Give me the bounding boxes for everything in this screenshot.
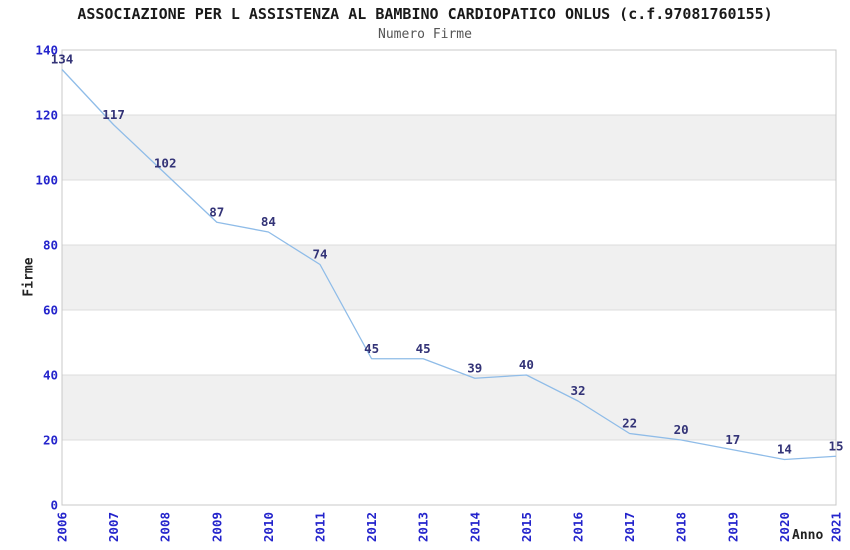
y-tick-label: 120 bbox=[35, 108, 58, 123]
x-tick-label: 2012 bbox=[364, 512, 379, 542]
data-point-label: 40 bbox=[519, 357, 534, 372]
data-point-label: 14 bbox=[777, 442, 792, 457]
data-point-label: 45 bbox=[416, 341, 431, 356]
x-tick-label: 2006 bbox=[55, 512, 70, 542]
x-tick-label: 2021 bbox=[829, 512, 844, 542]
x-tick-label: 2009 bbox=[209, 512, 224, 542]
y-tick-label: 80 bbox=[43, 238, 58, 253]
x-tick-label: 2015 bbox=[519, 512, 534, 542]
x-tick-label: 2020 bbox=[777, 512, 792, 542]
x-tick-label: 2010 bbox=[261, 512, 276, 542]
x-tick-label: 2013 bbox=[416, 512, 431, 542]
data-point-label: 22 bbox=[622, 416, 637, 431]
grid-band bbox=[62, 375, 836, 440]
x-tick-label: 2016 bbox=[571, 512, 586, 542]
x-tick-label: 2018 bbox=[674, 512, 689, 542]
data-point-label: 17 bbox=[725, 432, 740, 447]
data-point-label: 32 bbox=[570, 383, 585, 398]
x-tick-label: 2019 bbox=[725, 512, 740, 542]
y-tick-label: 0 bbox=[50, 498, 58, 513]
data-point-label: 39 bbox=[467, 360, 482, 375]
x-axis-title: Anno bbox=[792, 528, 824, 543]
data-point-label: 87 bbox=[209, 204, 224, 219]
data-point-label: 45 bbox=[364, 341, 379, 356]
chart-subtitle: Numero Firme bbox=[378, 27, 472, 42]
y-tick-label: 20 bbox=[43, 433, 58, 448]
y-tick-label: 140 bbox=[35, 43, 58, 58]
plot-border bbox=[61, 49, 837, 506]
grid-band bbox=[62, 245, 836, 310]
x-tick-label: 2017 bbox=[622, 512, 637, 542]
data-point-label: 134 bbox=[51, 52, 74, 67]
data-point-label: 20 bbox=[674, 422, 689, 437]
x-tick-label: 2007 bbox=[106, 512, 121, 542]
grid-band bbox=[62, 115, 836, 180]
y-tick-label: 40 bbox=[43, 368, 58, 383]
x-tick-label: 2014 bbox=[467, 512, 482, 542]
data-point-label: 15 bbox=[828, 438, 843, 453]
data-point-label: 117 bbox=[102, 107, 125, 122]
chart-title: ASSOCIAZIONE PER L ASSISTENZA AL BAMBINO… bbox=[77, 5, 773, 23]
data-point-label: 74 bbox=[312, 247, 327, 262]
y-tick-label: 60 bbox=[43, 303, 58, 318]
data-point-label: 84 bbox=[261, 214, 276, 229]
data-line bbox=[61, 69, 837, 461]
x-tick-label: 2011 bbox=[313, 512, 328, 542]
y-tick-label: 100 bbox=[35, 173, 58, 188]
x-tick-label: 2008 bbox=[158, 512, 173, 542]
data-point-label: 102 bbox=[154, 156, 177, 171]
